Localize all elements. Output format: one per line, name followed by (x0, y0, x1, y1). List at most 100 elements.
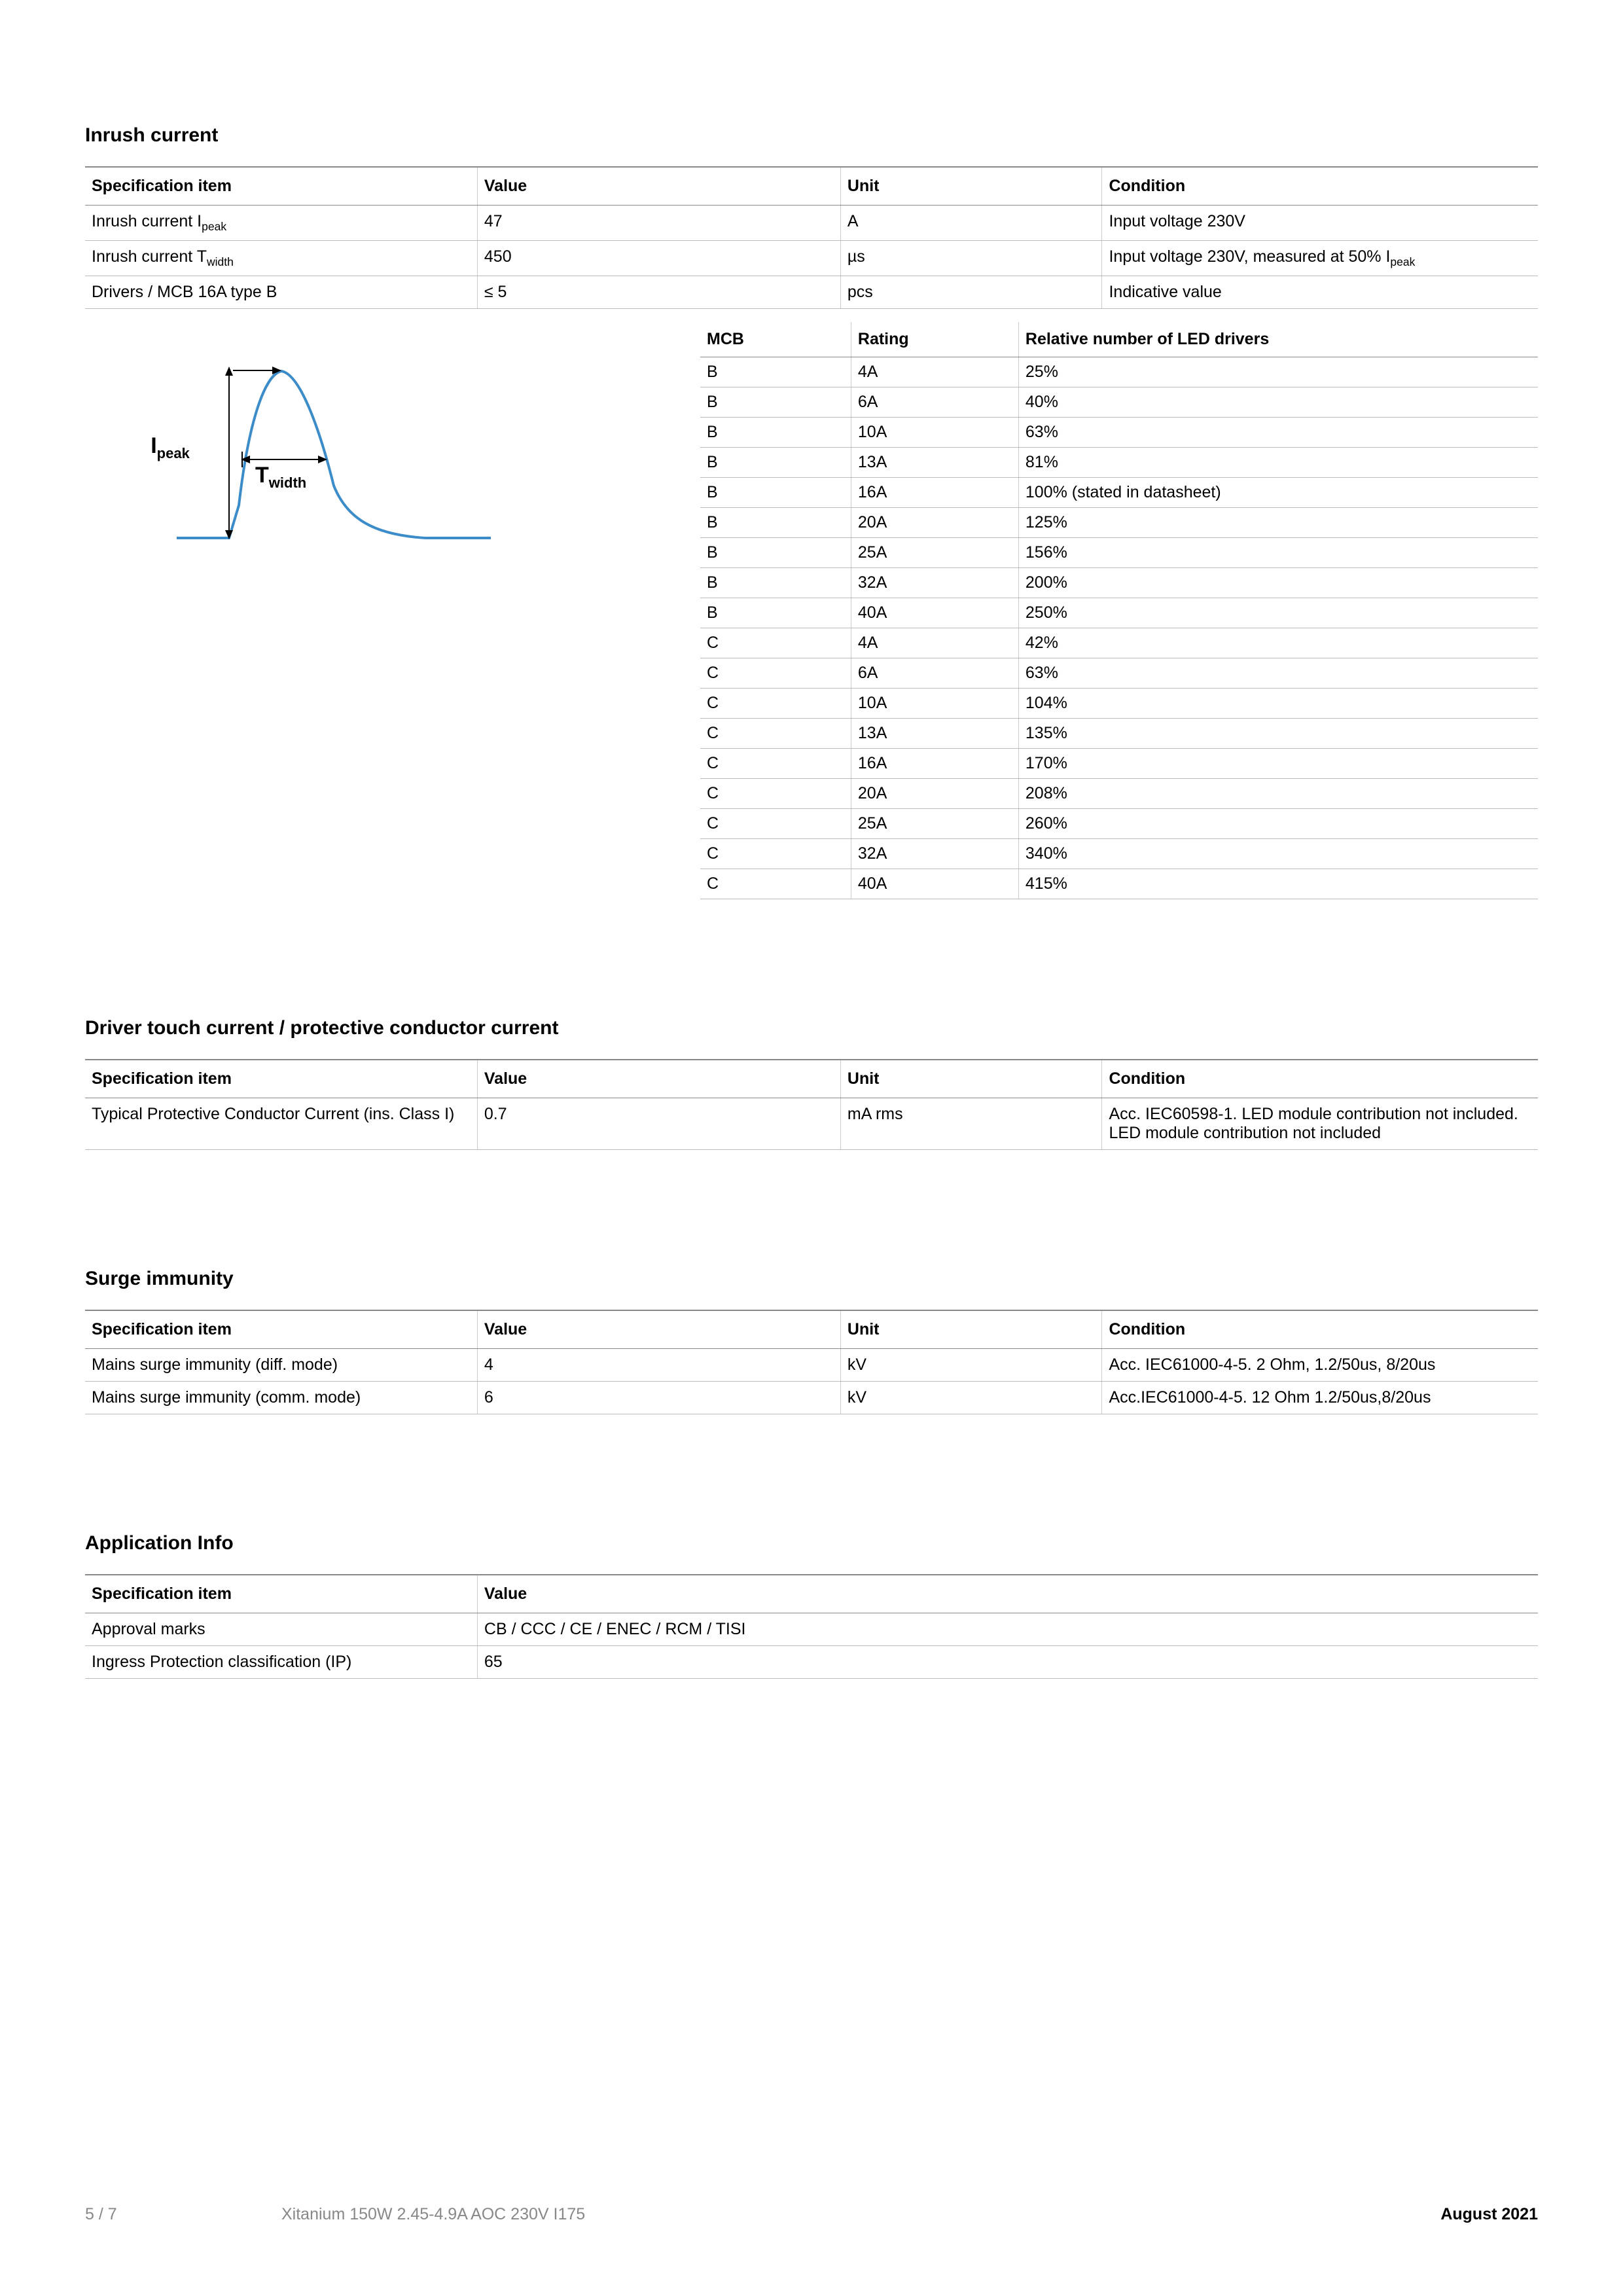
table-row: C40A415% (700, 869, 1538, 899)
cell: 10A (851, 689, 1018, 719)
cell: 415% (1018, 869, 1538, 899)
cell-value: 450 (477, 241, 840, 276)
table-row: C32A340% (700, 839, 1538, 869)
footer: 5 / 7 Xitanium 150W 2.45-4.9A AOC 230V I… (85, 2205, 1538, 2224)
table-row: C4A42% (700, 628, 1538, 658)
table-row: C16A170% (700, 749, 1538, 779)
cell: 104% (1018, 689, 1538, 719)
cell-value: 0.7 (477, 1098, 840, 1150)
app-table: Specification item Value Approval marksC… (85, 1574, 1538, 1679)
cell-value: ≤ 5 (477, 276, 840, 309)
table-row: B6A40% (700, 387, 1538, 418)
th-unit: Unit (840, 1060, 1102, 1098)
th-value: Value (477, 167, 840, 206)
cell: Ingress Protection classification (IP) (85, 1646, 477, 1679)
cell: C (700, 869, 851, 899)
table-row: Mains surge immunity (comm. mode)6kVAcc.… (85, 1382, 1538, 1414)
section-title-surge: Surge immunity (85, 1268, 1538, 1290)
cell-value: 47 (477, 206, 840, 241)
cell: 25A (851, 809, 1018, 839)
th-mcb: MCB (700, 322, 851, 357)
cell: 4A (851, 628, 1018, 658)
cell: 32A (851, 568, 1018, 598)
cell: B (700, 357, 851, 387)
section-title-app: Application Info (85, 1532, 1538, 1554)
cell: 156% (1018, 538, 1538, 568)
table-row: B25A156% (700, 538, 1538, 568)
cell-value: 6 (477, 1382, 840, 1414)
surge-table: Specification item Value Unit Condition … (85, 1310, 1538, 1414)
section-title-inrush: Inrush current (85, 124, 1538, 147)
cell-cond: Acc.IEC61000-4-5. 12 Ohm 1.2/50us,8/20us (1102, 1382, 1538, 1414)
footer-product: Xitanium 150W 2.45-4.9A AOC 230V I175 (281, 2205, 585, 2224)
cell: 340% (1018, 839, 1538, 869)
cell: 6A (851, 658, 1018, 689)
th-cond: Condition (1102, 167, 1538, 206)
table-row: B16A100% (stated in datasheet) (700, 478, 1538, 508)
inrush-table: Specification item Value Unit Condition … (85, 166, 1538, 309)
cell-cond: Input voltage 230V (1102, 206, 1538, 241)
cell-spec: Inrush current Twidth (85, 241, 477, 276)
cell: C (700, 689, 851, 719)
cell: 81% (1018, 448, 1538, 478)
section-title-touch: Driver touch current / protective conduc… (85, 1017, 1538, 1039)
table-row: Inrush current Twidth450µsInput voltage … (85, 241, 1538, 276)
footer-date: August 2021 (1440, 2205, 1538, 2224)
cell: 200% (1018, 568, 1538, 598)
cell: 13A (851, 448, 1018, 478)
cell: B (700, 418, 851, 448)
footer-page: 5 / 7 (85, 2205, 117, 2224)
th-spec: Specification item (85, 167, 477, 206)
cell-spec: Typical Protective Conductor Current (in… (85, 1098, 477, 1150)
cell: 135% (1018, 719, 1538, 749)
table-row: B32A200% (700, 568, 1538, 598)
cell: 42% (1018, 628, 1538, 658)
cell: C (700, 658, 851, 689)
cell: 32A (851, 839, 1018, 869)
cell: 40% (1018, 387, 1538, 418)
th-spec: Specification item (85, 1575, 477, 1613)
table-row: Drivers / MCB 16A type B≤ 5pcsIndicative… (85, 276, 1538, 309)
inrush-diagram: IpeakTwidth (85, 322, 674, 899)
svg-text:Ipeak: Ipeak (151, 433, 190, 461)
table-row: Approval marksCB / CCC / CE / ENEC / RCM… (85, 1613, 1538, 1646)
cell-spec: Inrush current Ipeak (85, 206, 477, 241)
cell: 10A (851, 418, 1018, 448)
cell-value: 4 (477, 1349, 840, 1382)
table-row: Ingress Protection classification (IP)65 (85, 1646, 1538, 1679)
table-row: C25A260% (700, 809, 1538, 839)
table-row: Mains surge immunity (diff. mode)4kVAcc.… (85, 1349, 1538, 1382)
cell: 65 (477, 1646, 1538, 1679)
cell: 20A (851, 508, 1018, 538)
th-value: Value (477, 1575, 1538, 1613)
th-rating: Rating (851, 322, 1018, 357)
cell: 100% (stated in datasheet) (1018, 478, 1538, 508)
table-row: B4A25% (700, 357, 1538, 387)
cell: C (700, 628, 851, 658)
cell-unit: mA rms (840, 1098, 1102, 1150)
cell: B (700, 387, 851, 418)
th-value: Value (477, 1310, 840, 1349)
cell: 6A (851, 387, 1018, 418)
cell: B (700, 478, 851, 508)
th-spec: Specification item (85, 1060, 477, 1098)
cell-spec: Mains surge immunity (diff. mode) (85, 1349, 477, 1382)
cell: B (700, 598, 851, 628)
th-unit: Unit (840, 167, 1102, 206)
table-row: Typical Protective Conductor Current (in… (85, 1098, 1538, 1150)
cell: 40A (851, 598, 1018, 628)
cell: 250% (1018, 598, 1538, 628)
th-unit: Unit (840, 1310, 1102, 1349)
cell-unit: kV (840, 1349, 1102, 1382)
cell-cond: Acc. IEC60598-1. LED module contribution… (1102, 1098, 1538, 1150)
cell: C (700, 779, 851, 809)
cell-unit: µs (840, 241, 1102, 276)
cell-unit: pcs (840, 276, 1102, 309)
cell: B (700, 508, 851, 538)
table-row: C10A104% (700, 689, 1538, 719)
cell: B (700, 568, 851, 598)
cell-spec: Drivers / MCB 16A type B (85, 276, 477, 309)
th-value: Value (477, 1060, 840, 1098)
cell: C (700, 749, 851, 779)
cell-cond: Indicative value (1102, 276, 1538, 309)
